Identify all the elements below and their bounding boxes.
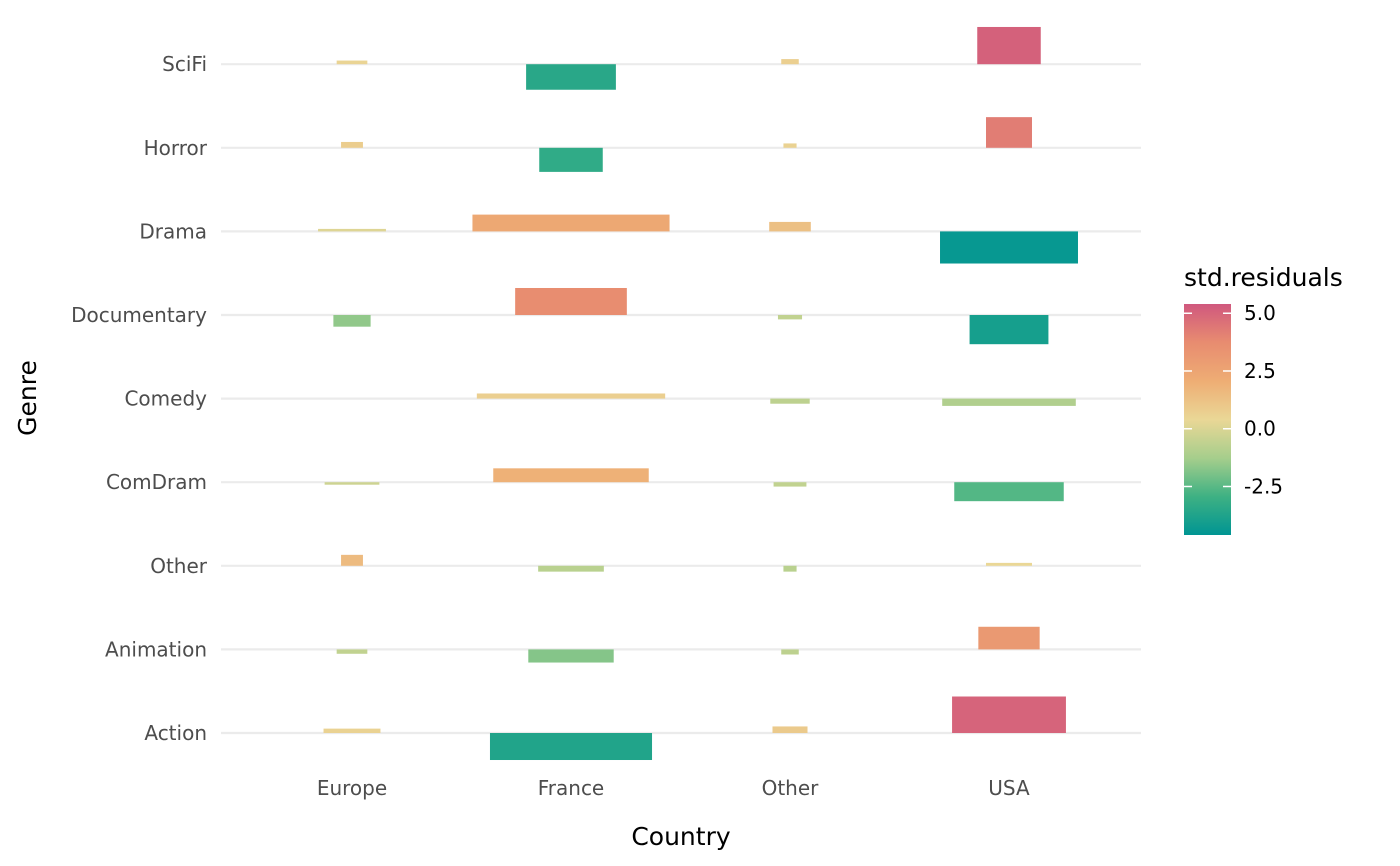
bar-france-scifi <box>526 64 616 90</box>
bar-europe-other <box>341 554 363 566</box>
bar-other-action <box>772 726 808 733</box>
x-axis-tick-labels: Europe France Other USA <box>317 776 1030 800</box>
bar-usa-drama <box>940 231 1078 264</box>
bar-france-documentary <box>515 287 627 315</box>
bar-usa-comedy <box>942 398 1076 406</box>
y-tick-comedy: Comedy <box>124 387 207 411</box>
y-axis-title: Genre <box>13 360 42 436</box>
bar-usa-horror <box>986 117 1032 148</box>
y-tick-horror: Horror <box>144 136 208 160</box>
x-tick-europe: Europe <box>317 776 387 800</box>
bar-other-other <box>783 565 797 572</box>
x-tick-usa: USA <box>988 776 1030 800</box>
y-tick-documentary: Documentary <box>71 303 207 327</box>
legend-title: std.residuals <box>1184 263 1343 292</box>
bar-europe-scifi <box>336 60 368 65</box>
bar-other-animation <box>781 649 799 655</box>
legend-label: -2.5 <box>1244 474 1283 498</box>
bar-usa-scifi <box>977 26 1041 65</box>
y-tick-other: Other <box>150 554 208 578</box>
bar-usa-action <box>952 696 1066 733</box>
bar-france-horror <box>539 147 603 172</box>
x-tick-france: France <box>538 776 605 800</box>
bar-usa-comdram <box>954 482 1064 502</box>
bar-other-scifi <box>781 59 799 65</box>
bar-france-comdram <box>493 468 649 483</box>
y-axis-tick-labels: Action Animation Other ComDram Comedy Documen… <box>71 52 208 745</box>
bar-other-documentary <box>777 315 803 320</box>
bar-europe-horror <box>341 141 363 148</box>
y-tick-scifi: SciFi <box>162 52 207 76</box>
bar-other-drama <box>769 221 811 232</box>
legend-label: 2.5 <box>1244 359 1276 383</box>
x-axis-title: Country <box>631 822 731 851</box>
legend-color-bar <box>1184 304 1231 535</box>
y-tick-action: Action <box>144 721 207 745</box>
bar-france-drama <box>472 214 670 232</box>
y-tick-comdram: ComDram <box>106 470 207 494</box>
y-tick-drama: Drama <box>139 219 207 243</box>
bar-other-comdram <box>773 482 807 487</box>
color-legend: std.residuals 5.0 2.5 0.0 -2.5 <box>1184 263 1343 535</box>
legend-label: 5.0 <box>1244 301 1276 325</box>
x-tick-other: Other <box>762 776 820 800</box>
bar-europe-drama <box>318 228 386 232</box>
bar-europe-action <box>323 728 381 733</box>
bar-usa-animation <box>978 626 1040 650</box>
bar-france-action <box>489 733 653 761</box>
bar-europe-comdram <box>324 482 380 485</box>
residual-bars <box>318 26 1078 761</box>
y-tick-animation: Animation <box>105 637 207 661</box>
legend-label: 0.0 <box>1244 417 1276 441</box>
bar-other-horror <box>783 143 797 148</box>
bar-europe-documentary <box>333 315 371 327</box>
bar-france-comedy <box>476 393 666 399</box>
legend-ticks: 5.0 2.5 0.0 -2.5 <box>1184 301 1283 498</box>
bar-usa-other <box>986 562 1032 566</box>
bar-france-animation <box>528 649 614 663</box>
bar-france-other <box>538 565 604 572</box>
bar-usa-documentary <box>969 315 1049 345</box>
bar-europe-animation <box>336 649 368 654</box>
bar-other-comedy <box>770 398 810 404</box>
